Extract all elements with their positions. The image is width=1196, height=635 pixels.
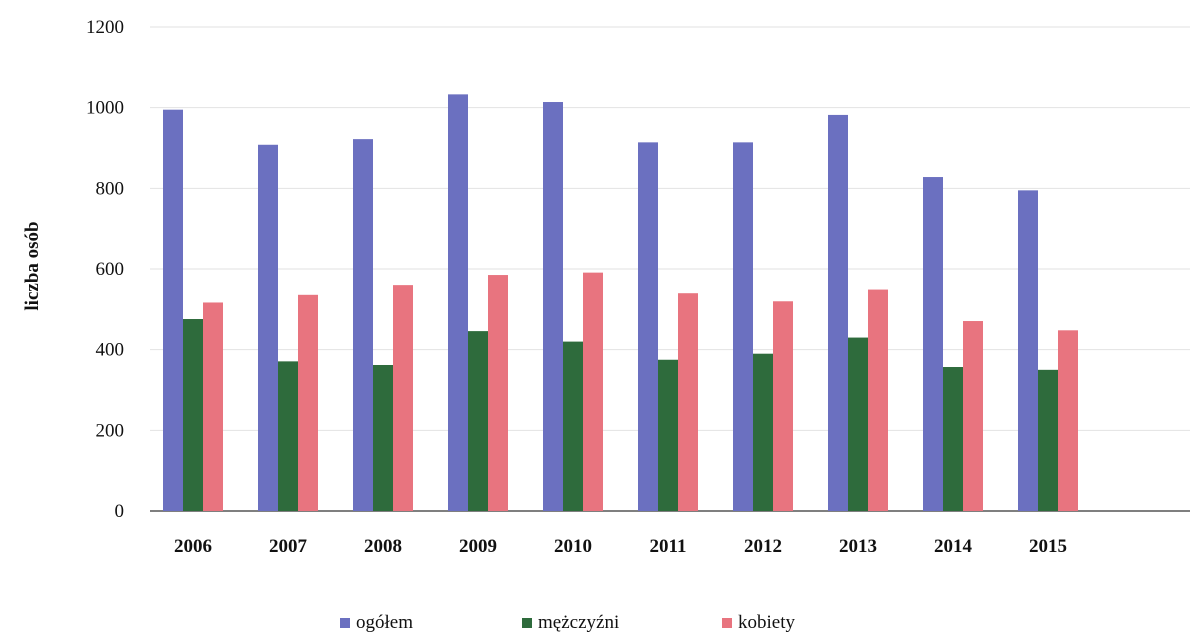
bar-kobiety-2014 bbox=[963, 321, 983, 511]
legend-label: kobiety bbox=[738, 612, 795, 633]
bar-ogółem-2012 bbox=[733, 142, 753, 511]
legend-label: mężczyźni bbox=[538, 612, 619, 633]
bar-mężczyźni-2007 bbox=[278, 361, 298, 511]
bar-mężczyźni-2014 bbox=[943, 367, 963, 511]
bar-kobiety-2013 bbox=[868, 290, 888, 511]
bar-mężczyźni-2013 bbox=[848, 338, 868, 511]
x-tick-label: 2006 bbox=[174, 536, 212, 557]
y-tick-label: 200 bbox=[96, 420, 125, 441]
bar-kobiety-2015 bbox=[1058, 330, 1078, 511]
y-axis-ticks: 0 200 400 600 800 1000 1200 bbox=[86, 17, 124, 522]
bar-kobiety-2009 bbox=[488, 275, 508, 511]
bar-mężczyźni-2010 bbox=[563, 342, 583, 511]
legend-swatch-mężczyźni bbox=[522, 618, 532, 628]
bar-kobiety-2007 bbox=[298, 295, 318, 511]
bars bbox=[163, 94, 1078, 511]
bar-ogółem-2010 bbox=[543, 102, 563, 511]
bar-kobiety-2006 bbox=[203, 302, 223, 511]
y-tick-label: 600 bbox=[96, 259, 125, 280]
legend-label: ogółem bbox=[356, 612, 413, 633]
y-tick-label: 1200 bbox=[86, 17, 124, 38]
y-tick-label: 1000 bbox=[86, 98, 124, 119]
x-tick-label: 2013 bbox=[839, 536, 877, 557]
x-tick-label: 2010 bbox=[554, 536, 592, 557]
bar-mężczyźni-2008 bbox=[373, 365, 393, 511]
bar-kobiety-2008 bbox=[393, 285, 413, 511]
x-tick-label: 2009 bbox=[459, 536, 497, 557]
bar-ogółem-2008 bbox=[353, 139, 373, 511]
x-tick-label: 2015 bbox=[1029, 536, 1067, 557]
bar-mężczyźni-2006 bbox=[183, 319, 203, 511]
bar-ogółem-2014 bbox=[923, 177, 943, 511]
legend-swatch-ogółem bbox=[340, 618, 350, 628]
x-tick-label: 2011 bbox=[650, 536, 687, 557]
y-axis-label: liczba osób bbox=[22, 221, 43, 310]
bar-ogółem-2013 bbox=[828, 115, 848, 511]
bar-mężczyźni-2015 bbox=[1038, 370, 1058, 511]
legend-swatch-kobiety bbox=[722, 618, 732, 628]
x-tick-label: 2012 bbox=[744, 536, 782, 557]
x-tick-label: 2007 bbox=[269, 536, 308, 557]
bar-ogółem-2011 bbox=[638, 142, 658, 511]
bar-kobiety-2012 bbox=[773, 301, 793, 511]
bar-kobiety-2010 bbox=[583, 273, 603, 511]
bar-mężczyźni-2009 bbox=[468, 331, 488, 511]
bar-ogółem-2007 bbox=[258, 145, 278, 511]
bar-ogółem-2015 bbox=[1018, 190, 1038, 511]
y-tick-label: 400 bbox=[96, 340, 125, 361]
bar-ogółem-2006 bbox=[163, 110, 183, 511]
bar-mężczyźni-2011 bbox=[658, 360, 678, 511]
bar-ogółem-2009 bbox=[448, 94, 468, 511]
x-tick-label: 2008 bbox=[364, 536, 402, 557]
legend: ogółem mężczyźni kobiety bbox=[340, 612, 795, 633]
x-axis-ticks: 2006 2007 2008 2009 2010 2011 2012 2013 2014 2015 bbox=[174, 536, 1067, 557]
bar-mężczyźni-2012 bbox=[753, 354, 773, 511]
y-tick-label: 0 bbox=[115, 501, 125, 522]
x-tick-label: 2014 bbox=[934, 536, 973, 557]
y-tick-label: 800 bbox=[96, 178, 125, 199]
bar-kobiety-2011 bbox=[678, 293, 698, 511]
